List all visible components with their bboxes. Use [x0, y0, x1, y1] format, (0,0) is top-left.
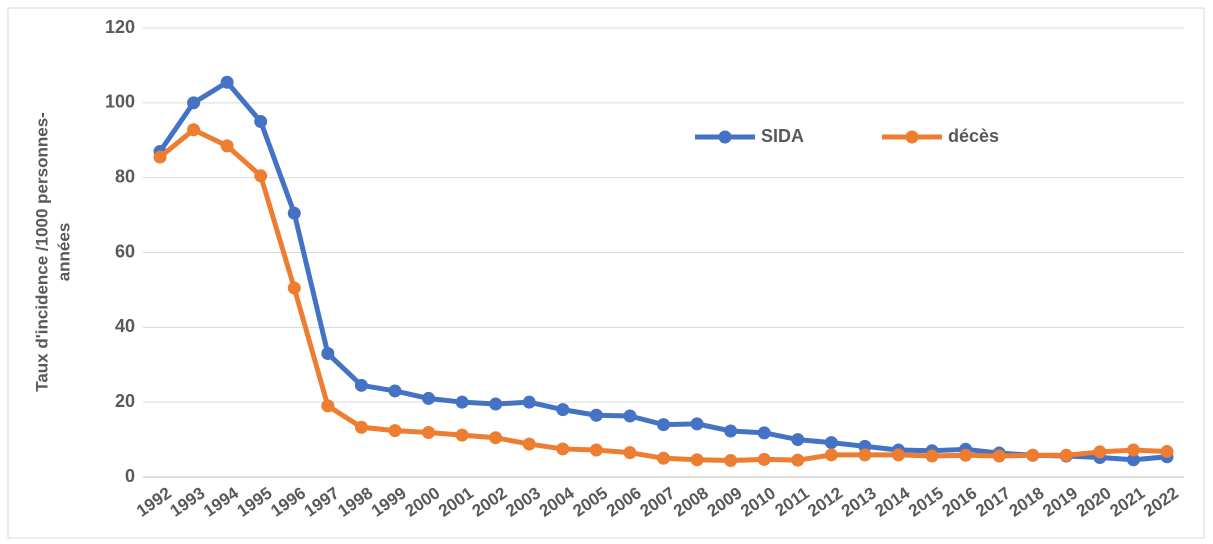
point: [657, 451, 670, 465]
point: [891, 448, 905, 462]
legend-marker: [718, 130, 732, 144]
point: [757, 452, 771, 466]
point: [187, 96, 201, 110]
point: [489, 397, 503, 411]
point: [992, 449, 1006, 463]
point: [925, 449, 939, 463]
point: [489, 431, 503, 445]
y-tick-label: 100: [105, 92, 135, 112]
point: [1160, 445, 1174, 459]
point: [556, 442, 570, 456]
point: [589, 408, 603, 422]
point: [623, 409, 637, 423]
point: [1126, 453, 1140, 467]
point: [287, 206, 301, 220]
point: [858, 448, 872, 462]
point: [791, 453, 805, 467]
point: [321, 347, 335, 361]
point: [321, 399, 335, 413]
point: [791, 433, 805, 447]
y-axis-label-line: années: [54, 223, 73, 282]
point: [254, 115, 268, 129]
point: [556, 403, 570, 417]
point: [589, 443, 603, 457]
point: [287, 281, 301, 295]
point: [824, 448, 838, 462]
point: [220, 139, 234, 153]
point: [522, 437, 536, 451]
legend-item: SIDA: [695, 126, 804, 146]
y-tick-label: 80: [115, 166, 135, 186]
y-axis-label: Taux d'incidence /1000 personnes- années: [32, 112, 73, 392]
y-tick-label: 40: [115, 316, 135, 336]
point: [354, 378, 368, 392]
point: [724, 454, 738, 468]
point: [354, 420, 368, 434]
y-tick-label: 60: [115, 241, 135, 261]
y-axis-label-line: Taux d'incidence /1000 personnes-: [32, 112, 51, 392]
point: [455, 395, 469, 409]
point: [422, 425, 436, 439]
point: [1026, 448, 1040, 462]
point: [824, 436, 838, 450]
point: [623, 446, 637, 460]
point: [187, 123, 201, 137]
chart-frame: [7, 7, 1205, 539]
point: [422, 391, 436, 405]
point: [455, 428, 469, 442]
point: [1059, 448, 1073, 462]
legend-marker: [905, 130, 919, 144]
legend-item: décès: [882, 126, 999, 146]
legend-label: SIDA: [761, 126, 804, 146]
point: [1093, 445, 1107, 459]
point: [388, 384, 402, 398]
point: [724, 424, 738, 438]
point: [522, 395, 536, 409]
point: [220, 75, 234, 89]
point: [388, 424, 402, 438]
point: [959, 448, 973, 462]
point: [153, 150, 167, 164]
point: [690, 417, 704, 431]
point: [254, 169, 268, 183]
point: [657, 418, 670, 432]
point: [757, 426, 771, 440]
y-tick-label: 20: [115, 391, 135, 411]
point: [690, 453, 704, 467]
point: [1126, 443, 1140, 457]
y-tick-label: 0: [125, 466, 135, 486]
legend-label: décès: [948, 126, 999, 146]
y-tick-label: 120: [105, 17, 135, 37]
